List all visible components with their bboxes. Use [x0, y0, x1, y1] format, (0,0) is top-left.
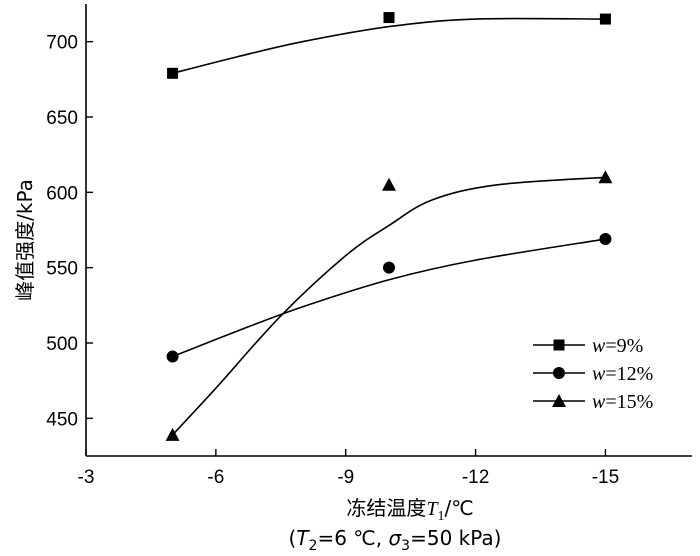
- y-axis-label: 峰值强度/kPa: [13, 179, 37, 301]
- legend-label-symbol: w: [592, 335, 606, 357]
- fit-curve: [172, 17, 606, 75]
- condition-open: (: [289, 526, 297, 550]
- x-tick-label: -3: [78, 467, 95, 488]
- x-axis-label: 冻结温度T1/℃: [346, 496, 473, 524]
- x-tick-label: -12: [462, 467, 489, 488]
- series-triangle: [165, 170, 613, 441]
- legend-label: w=12%: [592, 363, 653, 385]
- x-tick-label: -6: [207, 467, 224, 488]
- fit-curve: [172, 238, 606, 358]
- legend-label-symbol: w: [592, 363, 606, 385]
- data-point: [165, 427, 180, 441]
- legend-label: w=15%: [592, 391, 653, 413]
- x-axis-label-subscript: 1: [437, 509, 444, 524]
- x-tick-label: -9: [337, 467, 354, 488]
- data-point: [382, 177, 396, 191]
- legend-label-value: =9%: [605, 335, 643, 357]
- data-point: [166, 350, 179, 363]
- condition-sigma-sub: 3: [401, 538, 410, 554]
- legend-entry: w=12%: [533, 363, 653, 385]
- legend-label-symbol: w: [592, 391, 606, 413]
- condition-close: ): [494, 526, 502, 550]
- axes: -3 -6 -9 -12 -15 450 500 550 600 650 700: [46, 4, 692, 488]
- data-point: [599, 13, 611, 25]
- legend-label: w=9%: [592, 335, 643, 357]
- x-tick-label: -15: [592, 467, 619, 488]
- series-circle: [166, 233, 612, 363]
- condition-sigma-symbol: σ: [388, 526, 402, 550]
- condition-t2-sub: 2: [309, 538, 318, 554]
- data-point: [383, 12, 395, 24]
- x-axis-label-unit: /℃: [444, 496, 473, 520]
- data-point: [167, 67, 179, 79]
- legend-marker: [553, 367, 565, 379]
- y-tick-label: 500: [46, 334, 78, 355]
- y-tick-label: 700: [46, 33, 78, 54]
- y-tick-label: 450: [46, 409, 78, 430]
- x-axis-label-symbol: T: [426, 498, 439, 520]
- data-point: [383, 261, 395, 274]
- legend-marker: [552, 394, 566, 407]
- data-point: [598, 170, 613, 184]
- y-tick-label: 650: [46, 108, 78, 129]
- legend-marker: [553, 339, 565, 351]
- y-tick-label: 550: [46, 259, 78, 280]
- legend-entry: w=9%: [533, 335, 643, 357]
- legend-label-value: =12%: [605, 363, 653, 385]
- legend-label-value: =15%: [605, 391, 653, 413]
- condition-t2-symbol: T: [296, 526, 310, 550]
- condition-t2-value: =6 ℃,: [317, 526, 388, 550]
- data-point: [599, 233, 612, 246]
- y-tick-label: 600: [46, 183, 78, 204]
- fit-curve: [171, 176, 606, 436]
- series-layer: [165, 12, 613, 441]
- legend: w=9%w=12%w=15%: [533, 335, 653, 413]
- x-axis-label-name: 冻结温度: [346, 496, 426, 520]
- condition-label: (T2=6 ℃, σ3=50 kPa): [289, 526, 502, 554]
- legend-entry: w=15%: [533, 391, 653, 413]
- condition-sigma-value: =50 kPa: [410, 526, 494, 550]
- series-square: [167, 12, 611, 79]
